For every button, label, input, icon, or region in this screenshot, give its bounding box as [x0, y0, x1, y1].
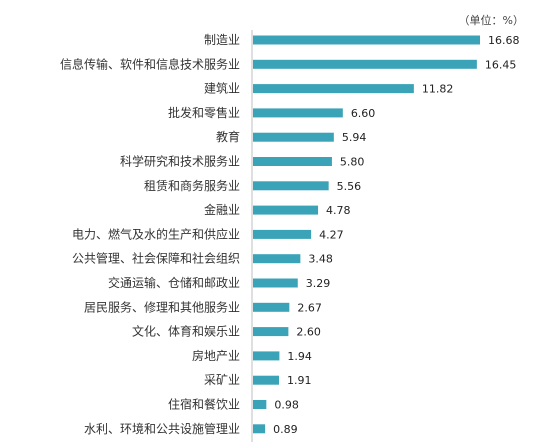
- value-label: 2.60: [296, 326, 321, 339]
- category-label: 居民服务、修理和其他服务业: [84, 299, 240, 314]
- bar: [253, 157, 332, 166]
- category-label: 教育: [216, 129, 240, 144]
- bar: [253, 84, 414, 94]
- value-label: 3.29: [306, 277, 331, 290]
- category-label: 住宿和餐饮业: [168, 397, 240, 412]
- category-label: 房地产业: [192, 348, 240, 363]
- value-label: 11.82: [422, 83, 454, 96]
- value-label: 0.98: [274, 399, 299, 412]
- value-label: 1.94: [287, 350, 312, 363]
- value-label: 5.56: [337, 180, 362, 193]
- category-label: 电力、燃气及水的生产和供应业: [72, 226, 240, 241]
- bar: [253, 424, 266, 434]
- bar: [253, 400, 267, 409]
- bars-group: 制造业 16.68 信息传输、软件和信息技术服务业 16.45 建筑业 11.82 批发和零…: [60, 33, 520, 436]
- unit-label: （单位：%）: [459, 13, 524, 27]
- category-label: 交通运输、仓储和邮政业: [108, 275, 240, 290]
- bar: [253, 229, 312, 239]
- category-label: 金融业: [204, 202, 240, 217]
- bar: [253, 35, 480, 45]
- category-label: 批发和零售业: [168, 105, 240, 120]
- value-label: 6.60: [351, 107, 376, 120]
- value-label: 1.91: [287, 374, 312, 387]
- value-label: 4.27: [319, 228, 344, 241]
- category-label: 水利、环境和公共设施管理业: [84, 421, 240, 436]
- value-label: 5.80: [340, 156, 365, 169]
- value-label: 5.94: [342, 131, 367, 144]
- bar: [253, 205, 319, 215]
- bar: [253, 254, 301, 264]
- category-label: 科学研究和技术服务业: [120, 154, 240, 169]
- bar: [253, 132, 334, 142]
- bar: [253, 108, 343, 118]
- bar: [253, 327, 289, 337]
- category-label: 制造业: [204, 33, 240, 47]
- category-label: 采矿业: [204, 373, 240, 387]
- category-label: 建筑业: [204, 81, 240, 96]
- value-label: 3.48: [308, 253, 333, 266]
- bar: [253, 375, 279, 385]
- bar: [253, 181, 329, 191]
- category-label: 文化、体育和娱乐业: [132, 324, 240, 339]
- bar: [253, 59, 477, 69]
- value-label: 16.68: [488, 34, 520, 47]
- category-label: 信息传输、软件和信息技术服务业: [60, 56, 240, 71]
- value-label: 0.89: [273, 423, 298, 436]
- category-label: 租赁和商务服务业: [144, 178, 240, 193]
- bar: [253, 302, 290, 312]
- bar: [253, 351, 280, 361]
- category-label: 公共管理、社会保障和社会组织: [72, 251, 240, 266]
- value-label: 2.67: [297, 301, 322, 314]
- value-label: 4.78: [326, 204, 351, 217]
- bar: [253, 278, 298, 288]
- value-label: 16.45: [485, 58, 516, 71]
